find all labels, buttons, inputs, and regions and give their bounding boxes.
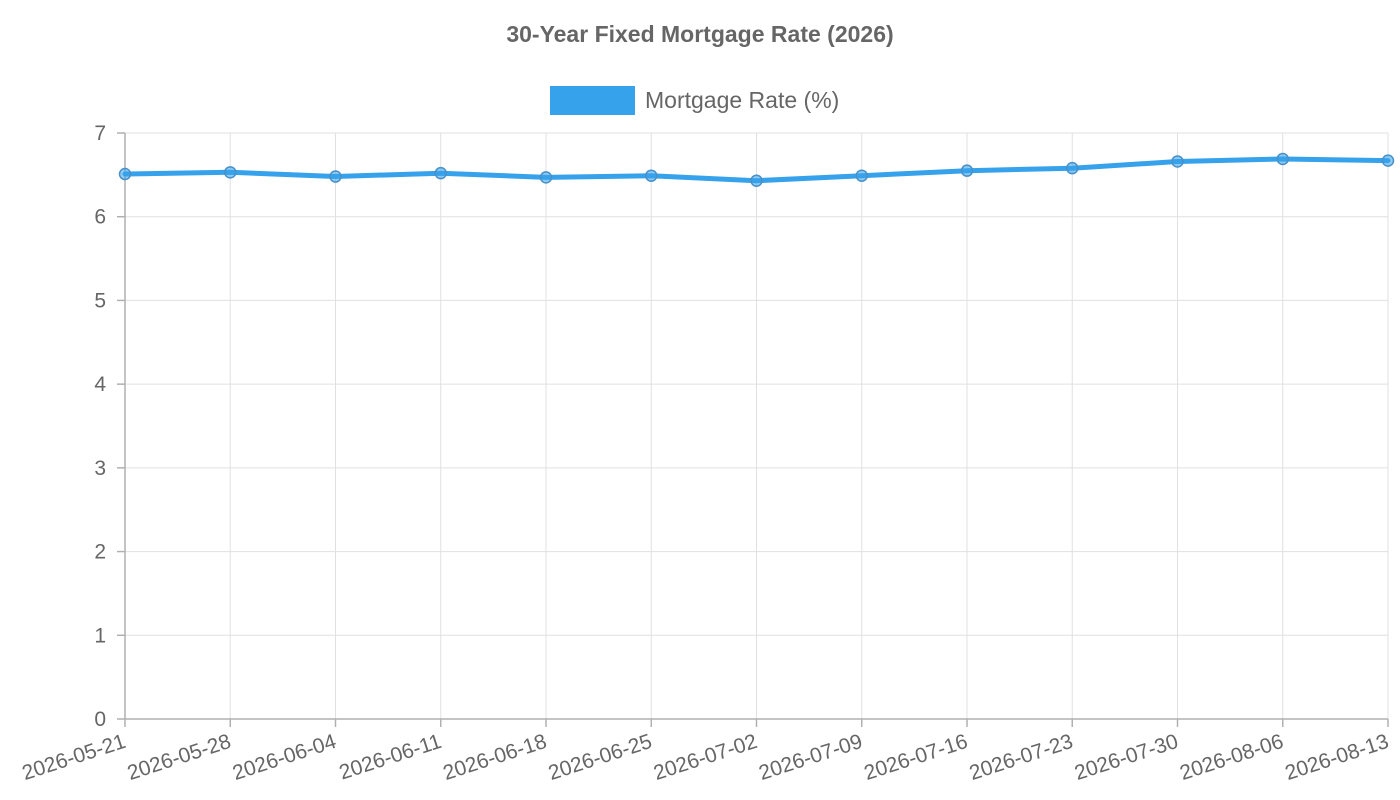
legend-swatch[interactable]: [550, 86, 635, 115]
x-axis-ticks: 2026-05-212026-05-282026-06-042026-06-11…: [19, 719, 1392, 785]
y-tick-label: 6: [94, 206, 106, 229]
y-tick-label: 5: [94, 289, 106, 312]
chart-title: 30-Year Fixed Mortgage Rate (2026): [506, 21, 893, 47]
y-tick-label: 1: [94, 624, 106, 647]
data-point[interactable]: [118, 167, 132, 181]
data-point[interactable]: [960, 164, 974, 177]
data-point[interactable]: [855, 169, 868, 182]
x-tick-label: 2026-08-13: [1282, 730, 1391, 785]
x-tick-label: 2026-06-18: [440, 730, 549, 785]
data-point[interactable]: [539, 171, 553, 184]
data-point[interactable]: [224, 166, 237, 179]
x-tick-label: 2026-05-28: [125, 730, 234, 785]
y-tick-label: 4: [94, 373, 106, 396]
x-tick-label: 2026-06-25: [546, 730, 655, 785]
data-point[interactable]: [1171, 155, 1184, 168]
data-point[interactable]: [1381, 154, 1395, 167]
x-tick-label: 2026-05-21: [19, 730, 128, 785]
y-axis-ticks: 0 1 2 3 4 5 6 7: [94, 122, 125, 731]
legend[interactable]: Mortgage Rate (%): [550, 86, 839, 115]
x-tick-label: 2026-07-30: [1072, 730, 1181, 785]
y-tick-label: 2: [94, 541, 106, 564]
data-point[interactable]: [1066, 161, 1079, 175]
data-point[interactable]: [645, 169, 658, 182]
x-tick-label: 2026-07-16: [861, 730, 970, 785]
grid: [125, 132, 1389, 719]
x-tick-label: 2026-07-02: [651, 730, 760, 785]
y-tick-label: 3: [94, 457, 106, 480]
data-point[interactable]: [434, 166, 447, 180]
data-point[interactable]: [329, 170, 342, 183]
x-tick-label: 2026-08-06: [1177, 730, 1286, 785]
x-tick-label: 2026-07-23: [967, 730, 1076, 785]
legend-label[interactable]: Mortgage Rate (%): [645, 87, 839, 113]
y-tick-label: 0: [94, 708, 106, 731]
x-tick-label: 2026-06-11: [336, 730, 444, 785]
x-tick-label: 2026-06-04: [230, 730, 340, 785]
data-point[interactable]: [750, 174, 763, 187]
x-tick-label: 2026-07-09: [756, 730, 865, 785]
data-point[interactable]: [1276, 152, 1289, 166]
y-tick-label: 7: [94, 122, 106, 145]
series-mortgage-rate: [118, 152, 1395, 187]
